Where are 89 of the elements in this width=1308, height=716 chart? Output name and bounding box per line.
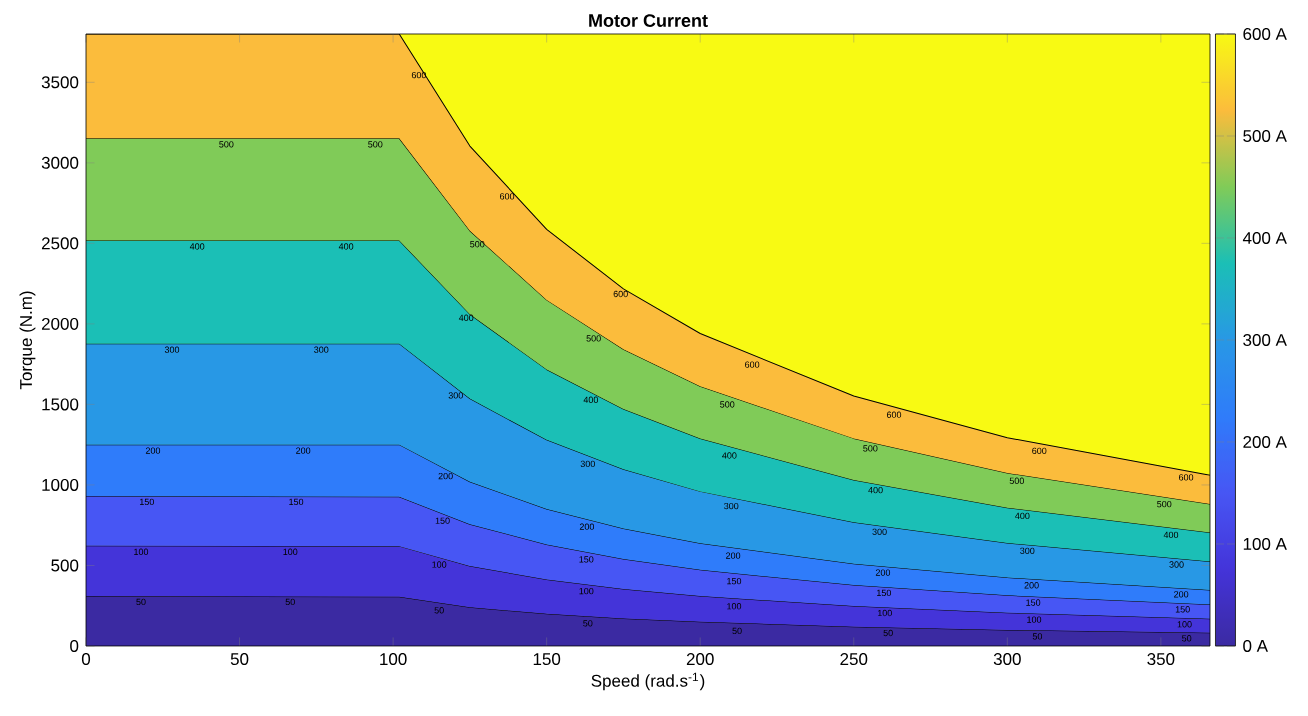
color-bar-label: 400 A xyxy=(1242,231,1287,244)
y-tick-label: 1000 xyxy=(42,478,79,491)
annotation: 150 xyxy=(877,589,891,597)
annotation: 50 xyxy=(136,598,146,606)
annotation: 600 xyxy=(411,71,427,79)
annotation: 50 xyxy=(1182,635,1192,642)
annotation: 400 xyxy=(189,243,205,250)
x-axis-title: Speed (rad.s$^{-1}$) xyxy=(591,672,705,691)
x-tick-label: 300 xyxy=(993,653,1021,666)
annotation: 100 xyxy=(727,603,742,610)
annotation: 50 xyxy=(883,629,893,637)
annotation: 150 xyxy=(139,498,154,506)
annotation: 500 xyxy=(1009,477,1024,484)
annotation: 500 xyxy=(219,141,234,148)
annotation: 500 xyxy=(863,445,878,452)
annotation: 500 xyxy=(368,141,383,148)
annotation: 100 xyxy=(432,561,447,568)
annotation: 50 xyxy=(434,607,444,614)
y-tick-label: 2500 xyxy=(41,237,79,250)
annotation: 300 xyxy=(314,346,329,353)
color-bar-label: 300 A xyxy=(1243,333,1287,346)
chart-title: Motor Current xyxy=(589,14,708,27)
annotation: 300 xyxy=(1020,547,1035,555)
annotation: 600 xyxy=(886,411,902,418)
annotation: 100 xyxy=(134,548,149,555)
annotation: 400 xyxy=(868,486,883,494)
x-tick-label: 100 xyxy=(380,653,407,666)
y-axis-title: Torque (N.m) xyxy=(19,291,36,390)
annotation: 150 xyxy=(579,556,594,563)
annotation: 200 xyxy=(438,472,453,480)
annotation: 600 xyxy=(613,290,628,298)
color-bar-label: 0 A xyxy=(1243,639,1268,652)
annotation: 100 xyxy=(283,548,298,555)
annotation: 500 xyxy=(470,241,485,248)
annotation: 200 xyxy=(1024,582,1039,589)
annotation: 600 xyxy=(500,193,515,200)
annotation: 400 xyxy=(722,452,737,459)
annotation: 500 xyxy=(720,401,735,408)
annotation: 400 xyxy=(1163,531,1179,539)
annotation: 150 xyxy=(1175,606,1190,613)
annotation: 300 xyxy=(724,502,739,510)
y-tick-label: 500 xyxy=(51,559,79,572)
annotation: 300 xyxy=(872,528,887,536)
annotation: 150 xyxy=(435,517,450,524)
annotation: 200 xyxy=(726,552,741,559)
x-tick-label: 50 xyxy=(230,653,249,666)
annotation: 100 xyxy=(1177,621,1192,628)
annotation: 500 xyxy=(586,335,601,342)
annotation: 400 xyxy=(583,396,599,403)
annotation: 150 xyxy=(1026,599,1041,606)
annotation: 200 xyxy=(145,447,161,454)
color-bar-label: 500 A xyxy=(1243,129,1287,142)
annotation: 50 xyxy=(583,620,593,627)
annotation: 200 xyxy=(1174,591,1189,598)
annotation: 200 xyxy=(875,569,891,576)
annotation: 600 xyxy=(1179,474,1194,481)
y-tick-label: 1500 xyxy=(42,398,79,411)
annotation: 50 xyxy=(1032,633,1043,640)
color-bar-label: 200 A xyxy=(1243,435,1287,448)
annotation: 400 xyxy=(458,314,474,321)
annotation: 50 xyxy=(285,598,295,606)
annotation: 200 xyxy=(296,447,311,454)
x-tick-label: 150 xyxy=(533,653,561,666)
x-tick-label: 250 xyxy=(840,653,868,666)
x-tick-label: 350 xyxy=(1147,653,1175,666)
annotation: 600 xyxy=(1032,447,1047,455)
y-tick-label: 3500 xyxy=(41,76,79,89)
annotation: 400 xyxy=(338,243,354,250)
annotation: 500 xyxy=(1157,500,1172,508)
annotation: 150 xyxy=(289,498,304,506)
annotation: 100 xyxy=(1027,616,1042,623)
annotation: 400 xyxy=(1015,512,1030,520)
x-tick-label: 200 xyxy=(686,653,714,666)
annotation: 600 xyxy=(745,361,760,368)
color-bar-label: 100 A xyxy=(1243,537,1287,550)
y-tick-label: 0 xyxy=(70,639,79,652)
y-tick-label: 2000 xyxy=(41,317,79,330)
annotation: 100 xyxy=(579,587,594,595)
annotation: 100 xyxy=(877,609,892,617)
y-tick-label: 3000 xyxy=(41,156,79,169)
color-bar-label: 600 A xyxy=(1243,27,1287,40)
annotation: 300 xyxy=(1169,561,1184,568)
annotation: 200 xyxy=(579,523,595,530)
annotation: 50 xyxy=(732,627,742,635)
annotation: 300 xyxy=(580,460,595,468)
annotation: 300 xyxy=(448,392,463,399)
x-tick-label: 0 xyxy=(81,653,91,666)
annotation: 150 xyxy=(727,577,742,585)
annotation: 300 xyxy=(164,346,180,353)
